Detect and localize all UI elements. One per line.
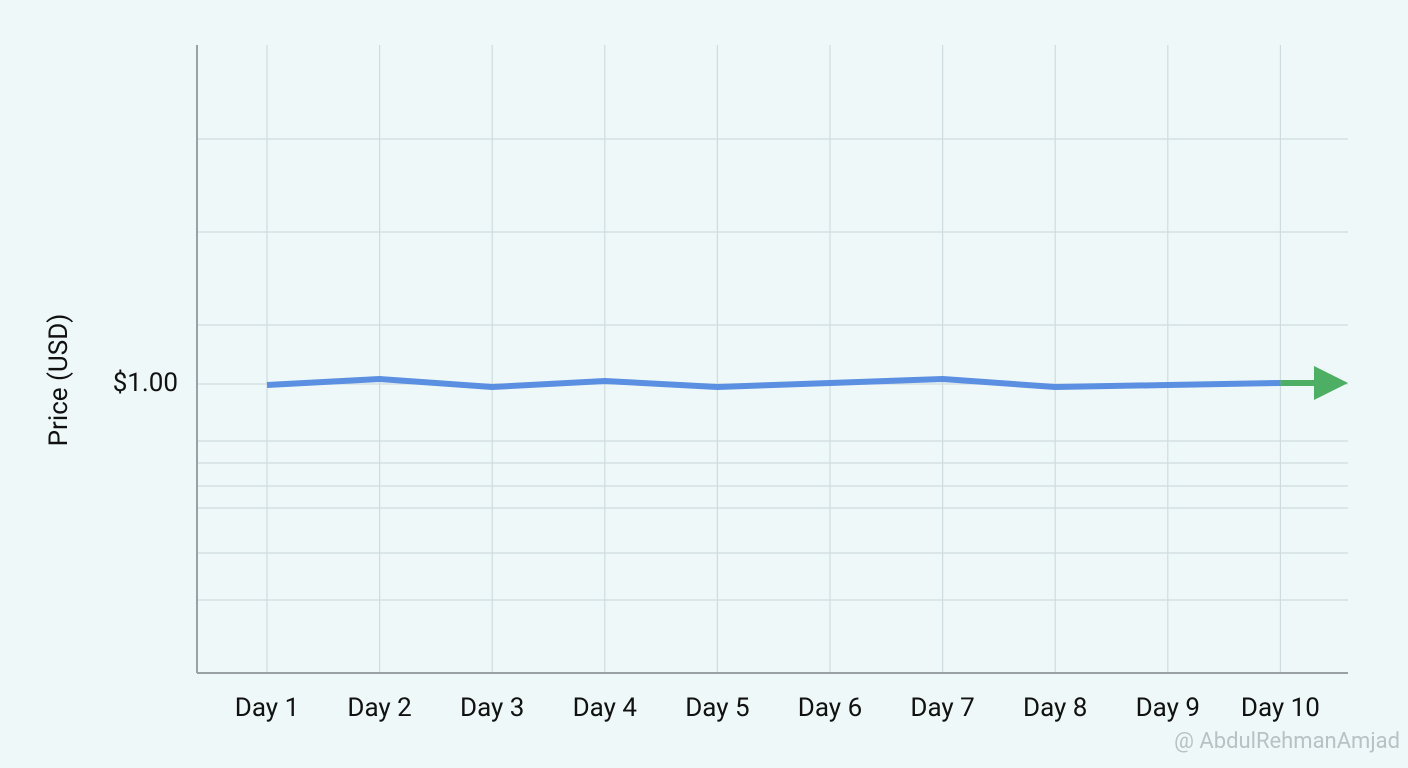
x-tick-label: Day 4 — [573, 693, 638, 723]
x-tick-label: Day 8 — [1023, 693, 1087, 723]
x-tick-label: Day 6 — [798, 693, 862, 723]
y-axis-label: Price (USD) — [44, 314, 74, 447]
x-tick-label: Day 5 — [685, 693, 749, 723]
x-tick-label: Day 10 — [1241, 693, 1320, 723]
x-tick-label: Day 2 — [347, 693, 411, 723]
x-tick-label: Day 1 — [235, 693, 299, 723]
x-tick-label: Day 7 — [910, 693, 974, 723]
y-tick-label: $1.00 — [113, 368, 178, 398]
extra-grid — [197, 138, 1348, 601]
price-line — [266, 376, 1281, 390]
x-tick-label: Day 3 — [460, 693, 524, 723]
watermark: @ AbdulRehmanAmjad — [1174, 729, 1400, 754]
trend-arrow-head — [1314, 366, 1348, 400]
x-tick-label: Day 9 — [1136, 693, 1200, 723]
